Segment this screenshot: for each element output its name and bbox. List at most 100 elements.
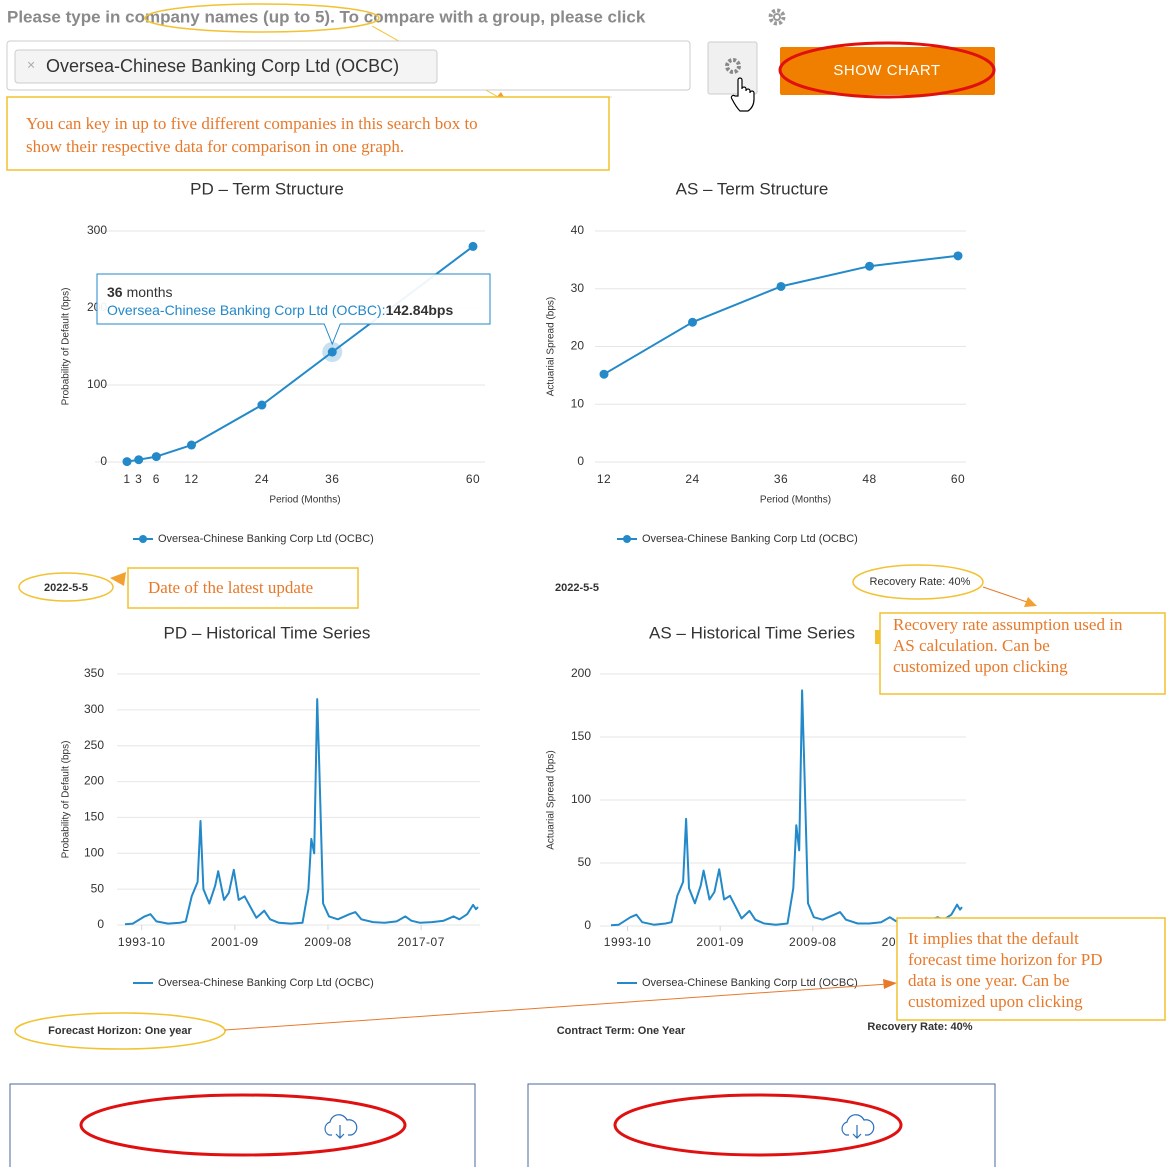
callout [127,567,359,609]
chart-title: AS – Historical Time Series [649,623,855,642]
y-axis-label: Probability of Default (bps) [61,741,72,859]
y-tick-label: 150 [84,810,104,824]
arrow-head [1024,597,1037,607]
cloud-icon[interactable] [841,1114,875,1139]
point [776,281,786,291]
chip-label: Oversea-Chinese Banking Corp Ltd (OCBC) [46,56,399,76]
update-date: 2022-5-5 [44,582,88,594]
x-tick-label: 2001-09 [211,935,259,949]
download-panel [527,1083,996,1172]
chart: AS – Term Structure Actuarial Spread (bps… [546,179,966,545]
recovery-rate[interactable]: Recovery Rate: 40% [870,576,971,588]
y-tick-label: 150 [571,729,591,743]
y-tick-label: 200 [84,774,104,788]
x-tick-label: 2009-08 [789,935,837,949]
series-line [610,689,963,927]
x-tick-label: 12 [184,472,198,486]
y-tick-label: 300 [87,223,107,237]
callout-text: You can key in up to five different comp… [26,114,478,133]
legend-label: Oversea-Chinese Banking Corp Ltd (OCBC) [642,533,858,545]
legend-swatch [139,535,147,543]
download-panel [9,1083,476,1172]
legend-fragment [875,630,881,644]
y-tick-label: 50 [578,855,592,869]
tooltip-header: 36 months [107,284,173,300]
x-tick-label: 60 [951,472,965,486]
legend-label: Oversea-Chinese Banking Corp Ltd (OCBC) [642,977,858,989]
y-tick-label: 0 [584,918,591,932]
x-axis-label: Period (Months) [760,495,831,506]
highlight-ellipse [778,41,996,99]
highlight-ellipse [613,1093,903,1157]
arrow-line [224,983,889,1031]
x-tick-label: 36 [774,472,788,486]
callout-text: AS calculation. Can be [893,636,1050,655]
chart: AS – Historical Time Series Actuarial Spr… [546,623,966,989]
y-axis-label: Probability of Default (bps) [61,288,72,406]
show-chart-label[interactable]: SHOW CHART [833,62,940,79]
x-tick-label: 1993-10 [118,935,166,949]
highlight-ellipse [852,564,984,600]
company-chip[interactable] [14,49,438,84]
callout [879,612,1166,695]
point [134,455,144,465]
highlight-ellipse [18,572,114,602]
gear-icon [725,58,741,74]
x-tick-label: 1 [123,472,130,486]
x-axis-label: Period (Months) [269,495,340,506]
highlight-ellipse [79,1093,407,1157]
x-tick-label: 1993-10 [604,935,652,949]
x-tick-label: 60 [466,472,480,486]
gear-icon[interactable] [768,8,786,26]
chart: PD – Term Structure Probability of Defaul… [61,179,491,545]
chart-title: PD – Historical Time Series [164,623,371,642]
callout-text: forecast time horizon for PD [908,950,1103,969]
x-tick-label: 2009-08 [304,935,352,949]
point [953,251,963,261]
callout-text: data is one year. Can be [908,971,1069,990]
y-tick-label: 250 [84,738,104,752]
x-tick-label: 24 [255,472,269,486]
chip-remove[interactable]: × [27,57,35,73]
highlight-ellipse [144,3,380,33]
y-tick-label: 100 [84,845,104,859]
prompt: Please type in company names (up to 5). … [7,7,646,26]
legend-label: Oversea-Chinese Banking Corp Ltd (OCBC) [158,533,374,545]
callout [896,917,1166,1021]
callout-text: customized upon clicking [908,992,1083,1011]
tooltip-value: 142.84bps [386,302,454,318]
cloud-icon[interactable] [324,1114,358,1139]
y-tick-label: 0 [97,917,104,931]
point [599,369,609,379]
show-chart-button[interactable] [780,47,995,95]
chart-title: PD – Term Structure [190,179,344,198]
x-tick-label: 6 [153,472,160,486]
y-tick-label: 30 [571,281,585,295]
y-tick-label: 0 [577,454,584,468]
y-tick-label: 0 [100,454,107,468]
charts: PD – Term Structure Probability of Defaul… [61,179,966,989]
tooltip-body: Oversea-Chinese Banking Corp Ltd (OCBC):… [107,302,453,318]
callout-text: Recovery rate assumption used in [893,615,1123,634]
series-line [124,698,479,926]
point [468,241,478,251]
point [327,347,337,357]
point [122,457,132,467]
callout-text: Date of the latest update [148,578,313,597]
tooltip-series: Oversea-Chinese Banking Corp Ltd (OCBC): [107,302,386,318]
x-tick-label: 12 [597,472,611,486]
y-tick-label: 10 [571,396,585,410]
point [257,400,267,410]
arrow-head [883,979,897,989]
forecast-horizon[interactable]: Forecast Horizon: One year [48,1025,192,1037]
contract-term[interactable]: Contract Term: One Year [557,1025,686,1037]
point [151,452,161,462]
callout-text: It implies that the default [908,929,1079,948]
highlight-ellipse [14,1012,226,1050]
series-line [603,254,959,376]
tooltip-x: 36 [107,284,123,300]
chart: PD – Historical Time Series Probability o… [61,623,480,989]
recovery-rate[interactable]: Recovery Rate: 40% [867,1021,972,1033]
